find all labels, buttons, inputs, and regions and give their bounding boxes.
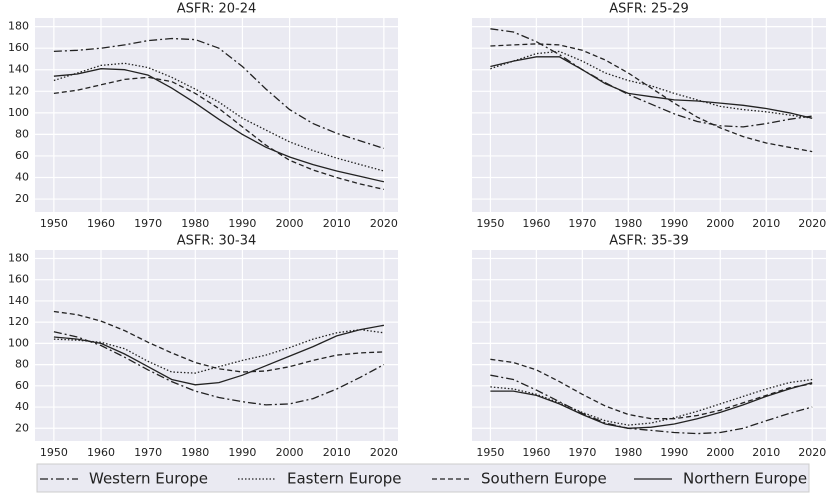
series-line <box>53 328 384 374</box>
chart-title: ASFR: 35-39 <box>609 234 689 249</box>
x-tick-label: 2000 <box>276 446 304 459</box>
x-tick-label: 1960 <box>87 446 115 459</box>
legend-label: Eastern Europe <box>287 470 402 488</box>
x-tick-label: 1990 <box>228 217 256 230</box>
series-line <box>490 50 813 119</box>
y-tick-label: 180 <box>8 251 29 264</box>
x-tick-label: 1990 <box>660 446 688 459</box>
y-tick-label: 80 <box>15 127 29 140</box>
x-tick-label: 2020 <box>798 446 826 459</box>
y-tick-label: 180 <box>8 20 29 33</box>
y-tick-label: 60 <box>15 379 29 392</box>
x-tick-label: 2010 <box>323 446 351 459</box>
plot-area <box>472 18 826 212</box>
y-tick-label: 120 <box>8 315 29 328</box>
x-tick-label: 1990 <box>228 446 256 459</box>
x-tick-label: 1970 <box>568 217 596 230</box>
legend-label: Southern Europe <box>481 470 607 488</box>
x-tick-label: 1950 <box>476 446 504 459</box>
x-tick-label: 2020 <box>370 446 398 459</box>
plot-area <box>35 250 398 441</box>
legend-label: Northern Europe <box>683 470 807 488</box>
x-tick-label: 1990 <box>660 217 688 230</box>
x-tick-label: 1950 <box>40 446 68 459</box>
plot-area <box>35 18 398 212</box>
x-tick-label: 1950 <box>476 217 504 230</box>
y-tick-label: 120 <box>8 84 29 97</box>
series-line <box>490 43 813 153</box>
y-tick-label: 20 <box>15 192 29 205</box>
legend-box <box>36 463 810 493</box>
y-tick-label: 140 <box>8 294 29 307</box>
y-tick-label: 40 <box>15 171 29 184</box>
x-tick-label: 2010 <box>323 217 351 230</box>
y-tick-label: 100 <box>8 106 29 119</box>
x-tick-label: 1970 <box>134 217 162 230</box>
legend-label: Western Europe <box>89 470 208 488</box>
x-tick-label: 2010 <box>752 217 780 230</box>
x-tick-label: 1950 <box>40 217 68 230</box>
chart-title: ASFR: 30-34 <box>177 234 257 249</box>
series-line <box>490 56 813 119</box>
series-line <box>490 381 813 429</box>
x-tick-label: 1980 <box>614 446 642 459</box>
chart-title: ASFR: 20-24 <box>177 2 257 17</box>
plot-area <box>472 250 826 441</box>
y-tick-label: 60 <box>15 149 29 162</box>
series-line <box>490 374 813 435</box>
x-tick-label: 1980 <box>614 217 642 230</box>
series-line <box>53 310 384 373</box>
series-line <box>53 68 385 183</box>
x-tick-label: 1960 <box>522 217 550 230</box>
y-tick-label: 100 <box>8 336 29 349</box>
y-tick-label: 40 <box>15 400 29 413</box>
x-tick-label: 1970 <box>134 446 162 459</box>
series-line <box>53 331 385 406</box>
y-tick-label: 160 <box>8 41 29 54</box>
chart-title: ASFR: 25-29 <box>609 2 689 17</box>
y-tick-label: 140 <box>8 63 29 76</box>
x-tick-label: 1980 <box>181 217 209 230</box>
y-tick-label: 160 <box>8 273 29 286</box>
series-line <box>53 62 385 172</box>
x-tick-label: 1960 <box>522 446 550 459</box>
x-tick-label: 2010 <box>752 446 780 459</box>
series-line <box>490 358 813 420</box>
y-tick-label: 80 <box>15 358 29 371</box>
x-tick-label: 2020 <box>798 217 826 230</box>
series-line <box>53 37 385 150</box>
x-tick-label: 2020 <box>370 217 398 230</box>
x-tick-label: 2000 <box>706 217 734 230</box>
x-tick-label: 1970 <box>568 446 596 459</box>
series-line <box>53 324 385 386</box>
x-tick-label: 1980 <box>181 446 209 459</box>
y-tick-label: 20 <box>15 421 29 434</box>
x-tick-label: 2000 <box>276 217 304 230</box>
x-tick-label: 1960 <box>87 217 115 230</box>
x-tick-label: 2000 <box>706 446 734 459</box>
series-line <box>490 28 813 128</box>
